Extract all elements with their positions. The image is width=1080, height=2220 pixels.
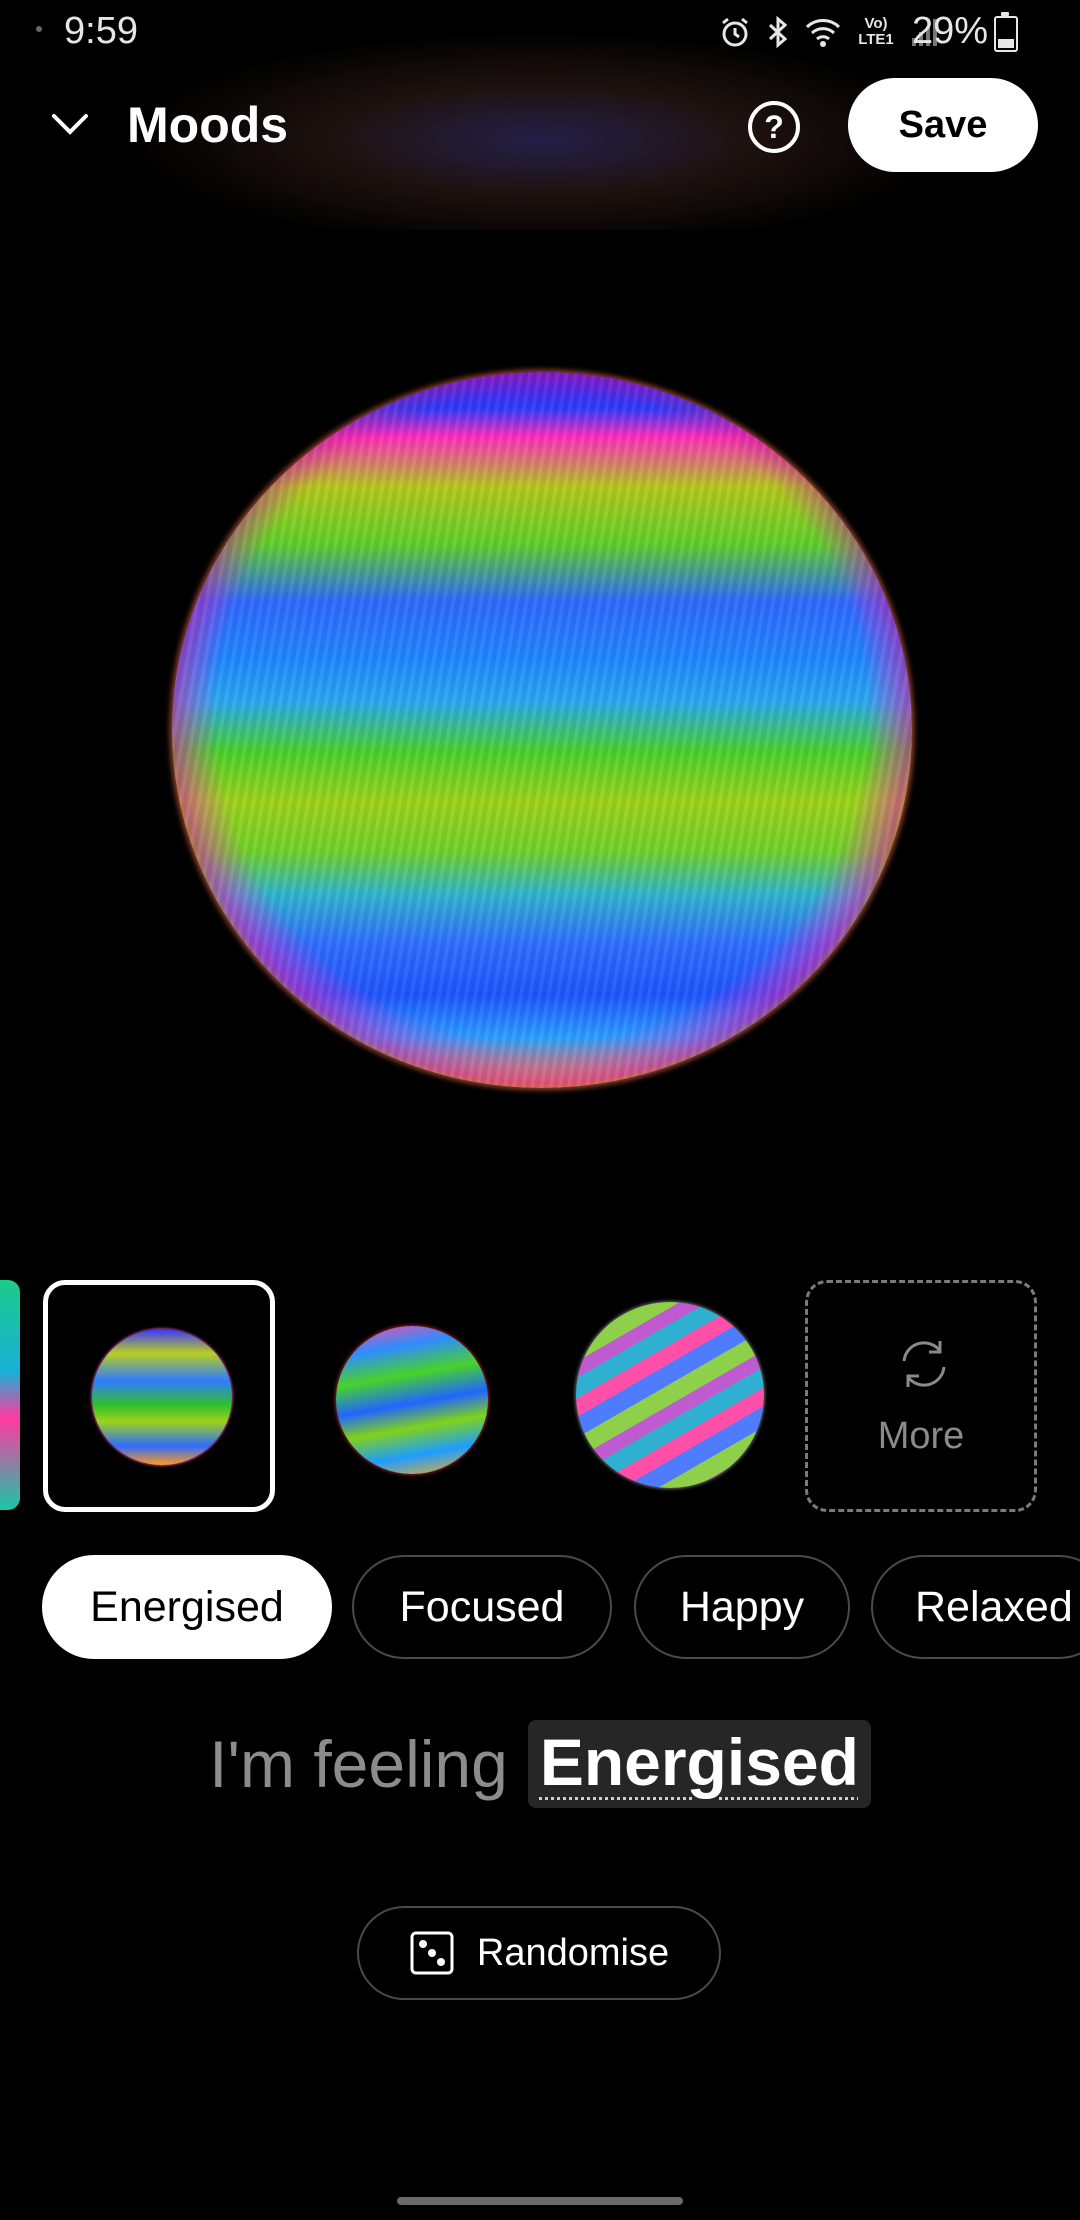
feeling-sentence: I'm feeling Energised [0, 1720, 1080, 1808]
thumbnail-partial-previous[interactable] [0, 1280, 20, 1510]
feeling-prefix: I'm feeling [209, 1727, 508, 1801]
more-label: More [877, 1415, 965, 1457]
chip-energised[interactable]: Energised [42, 1555, 332, 1659]
battery-icon [994, 12, 1018, 52]
header-glow [120, 30, 960, 230]
randomise-label: Randomise [476, 1931, 670, 1974]
dice-icon [409, 1930, 455, 1976]
orb-thumbnail-image [92, 1329, 232, 1465]
status-bar: 9:59 Vo) LTE1 29% [0, 0, 1080, 66]
status-icons: Vo) LTE1 [718, 12, 940, 52]
orb-thumbnail-image [576, 1302, 764, 1488]
battery-percent: 29% [912, 10, 988, 53]
mood-orb-preview [172, 372, 912, 1088]
thumbnail-style-3[interactable] [552, 1280, 784, 1512]
save-button[interactable]: Save [848, 78, 1038, 172]
chip-focused[interactable]: Focused [352, 1555, 612, 1659]
chip-happy[interactable]: Happy [634, 1555, 850, 1659]
battery-level-fill [998, 38, 1014, 48]
status-time: 9:59 [64, 10, 138, 52]
notification-dot [36, 26, 42, 32]
randomise-button[interactable]: Randomise [357, 1906, 721, 2000]
collapse-chevron-icon[interactable] [50, 104, 90, 144]
help-button[interactable]: ? [748, 101, 800, 153]
thumbnail-style-1[interactable] [43, 1280, 275, 1512]
orb-thumbnail-image [336, 1326, 488, 1474]
bluetooth-icon [766, 12, 790, 52]
home-indicator[interactable] [397, 2197, 683, 2205]
feeling-value-selector[interactable]: Energised [527, 1720, 871, 1808]
alarm-icon [718, 12, 752, 52]
wifi-icon [804, 12, 842, 52]
page-title: Moods [127, 97, 289, 153]
thumbnail-style-2[interactable] [310, 1280, 542, 1512]
refresh-icon [894, 1335, 954, 1393]
chip-relaxed[interactable]: Relaxed [871, 1555, 1080, 1659]
volte-lte-icon: Vo) LTE1 [858, 15, 894, 48]
more-styles-button[interactable]: More [805, 1280, 1037, 1512]
signal-icon [910, 12, 940, 52]
